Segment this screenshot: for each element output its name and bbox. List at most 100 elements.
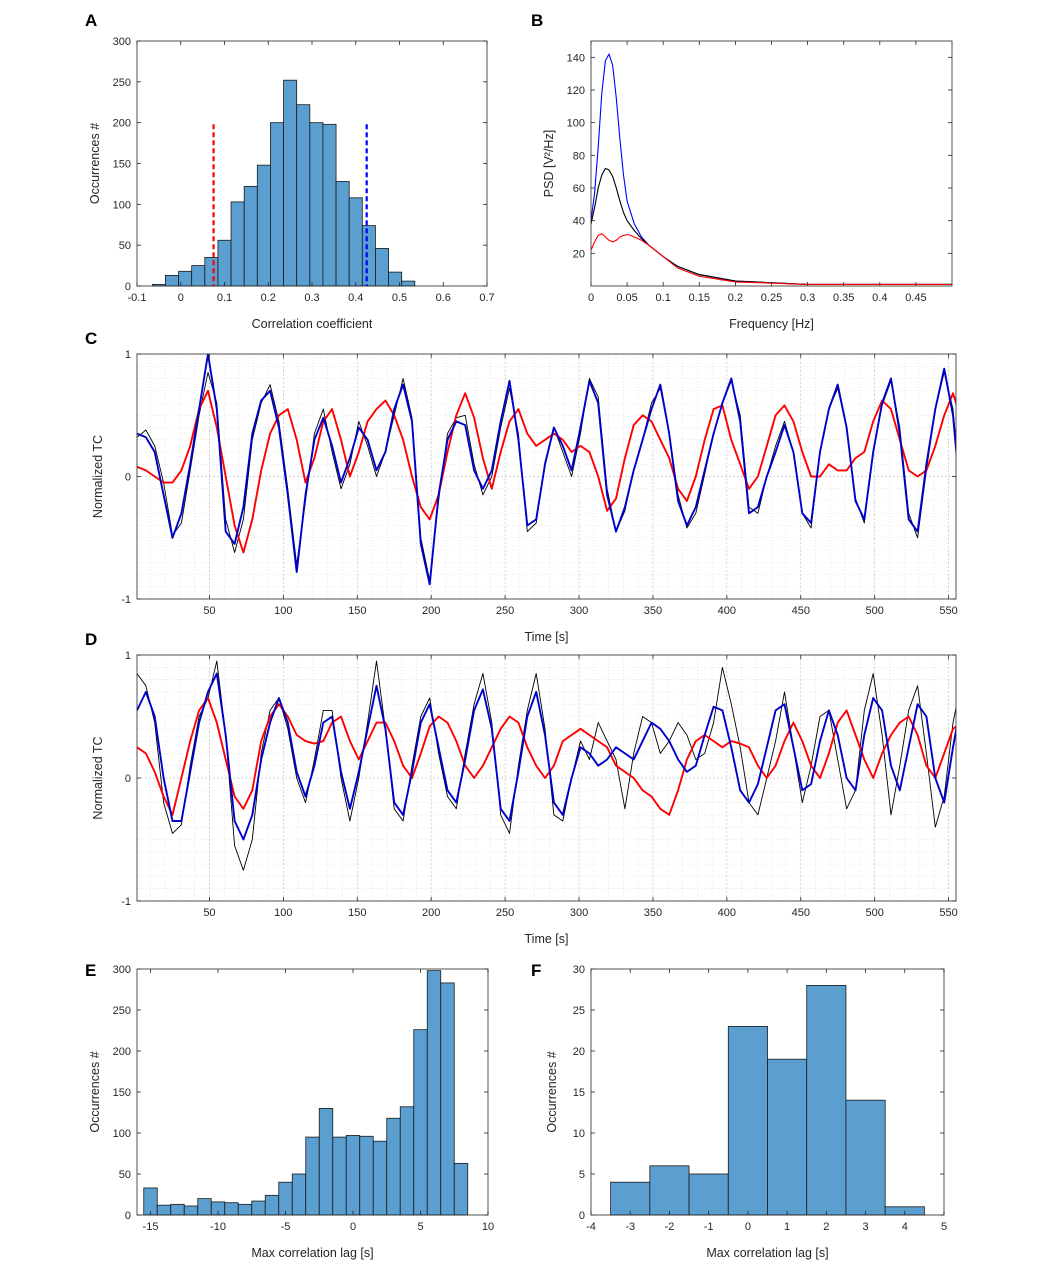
bar [197,1198,212,1216]
bar [610,1181,651,1216]
y-tick-label: 300 [113,36,131,48]
x-tick-label: 3 [862,1221,868,1233]
x-tick-label: 0.3 [304,292,319,304]
x-tick-label: 550 [939,907,957,919]
y-tick-label: 40 [573,216,585,228]
bar [335,181,350,287]
y-axis-label: Occurrences # [545,1051,559,1132]
x-tick-label: 300 [570,605,588,617]
x-tick-label: 0 [588,292,594,304]
series-group [137,354,956,586]
bar [305,1136,320,1216]
x-tick-label: 0.2 [728,292,743,304]
series-line-black [591,167,952,285]
y-tick-label: 1 [125,349,131,361]
x-tick-label: -3 [625,1221,635,1233]
x-tick-label: 4 [902,1221,908,1233]
x-axis-label: Max correlation lag [s] [251,1246,373,1260]
bar [204,257,219,287]
y-tick-label: 200 [113,118,131,130]
bar [230,201,245,287]
x-axis-label: Correlation coefficient [252,317,373,331]
bar [845,1099,886,1216]
y-axis-label: Normalized TC [91,736,105,819]
y-tick-label: 150 [113,159,131,171]
bar [375,248,389,287]
x-tick-label: -15 [143,1221,159,1233]
bar [345,1135,361,1216]
y-tick-label: 150 [113,1087,131,1099]
y-tick-label: -1 [121,896,131,908]
bar [359,1135,374,1216]
series-line-blue [591,53,952,285]
x-tick-label: 0.2 [261,292,276,304]
y-tick-label: 120 [567,85,585,97]
bar [309,122,324,287]
bars [151,79,416,287]
x-tick-label: 400 [718,605,736,617]
bar [170,1203,185,1216]
panel-d: 50 100 150 200 250 300 350 400 450 500 550 -1 0 1 Time… [85,630,958,946]
y-axis-label: Occurrences # [88,123,102,204]
bar [401,280,416,287]
series-line-raw [137,660,956,871]
x-tick-label: 0.15 [689,292,710,304]
y-tick-label: 300 [113,964,131,976]
bar [332,1136,347,1216]
x-tick-label: 0.1 [217,292,232,304]
x-tick-label: 1 [784,1221,790,1233]
y-tick-label: 10 [573,1128,585,1140]
bar [322,123,337,287]
y-tick-label: 20 [573,248,585,260]
y-tick-label: 0 [125,281,131,293]
x-tick-label: 250 [496,907,514,919]
y-tick-label: 30 [573,964,585,976]
y-tick-label: 100 [113,1128,131,1140]
bar [361,225,376,287]
bar [251,1200,266,1216]
bar [806,985,847,1216]
x-tick-label: 50 [203,907,215,919]
x-tick-label: 500 [866,605,884,617]
series-line-red [591,233,952,285]
x-tick-label: -2 [665,1221,675,1233]
panel-a: -0.1 0 0.1 0.2 0.3 0.4 0.5 0.6 0.705010015020025… [85,11,495,331]
x-tick-label: 0 [350,1221,356,1233]
x-tick-label: 0.3 [800,292,815,304]
panel-f: -4 -3 -2 -1 0 1 2 3 4 5 0 5 10 15 20 25 30 Max correlatio… [531,961,947,1260]
bars [143,970,469,1216]
bar [165,274,179,287]
bar [688,1173,729,1216]
panel-letter: A [85,11,97,30]
y-tick-label: 200 [113,1046,131,1058]
y-tick-label: 20 [573,1046,585,1058]
x-tick-label: -4 [586,1221,596,1233]
x-tick-label: 0.5 [392,292,407,304]
x-tick-label: 300 [570,907,588,919]
x-tick-label: 5 [941,1221,947,1233]
series-line-reference [137,389,956,554]
y-tick-label: 100 [113,199,131,211]
x-tick-label: 200 [422,907,440,919]
x-tick-label: 100 [274,907,292,919]
y-tick-label: 1 [125,650,131,662]
y-tick-label: 140 [567,52,585,64]
bar [318,1108,334,1216]
y-tick-label: 80 [573,150,585,162]
x-tick-label: 0.1 [656,292,671,304]
y-tick-label: 0 [579,1210,585,1222]
bar [237,1203,253,1216]
x-tick-label: 0 [745,1221,751,1233]
x-tick-label: 350 [644,605,662,617]
y-tick-label: 0 [125,1210,131,1222]
x-tick-label: -10 [210,1221,226,1233]
grid-major [137,354,956,599]
y-tick-label: 50 [119,1169,131,1181]
x-tick-label: 0.05 [616,292,637,304]
panel-letter: C [85,329,97,348]
bar [183,1205,199,1216]
panel-b: 0 0.05 0.1 0.15 0.2 0.25 0.3 0.35 0.4 0.45 20 40 60 8… [531,11,953,331]
bar [386,1117,401,1216]
